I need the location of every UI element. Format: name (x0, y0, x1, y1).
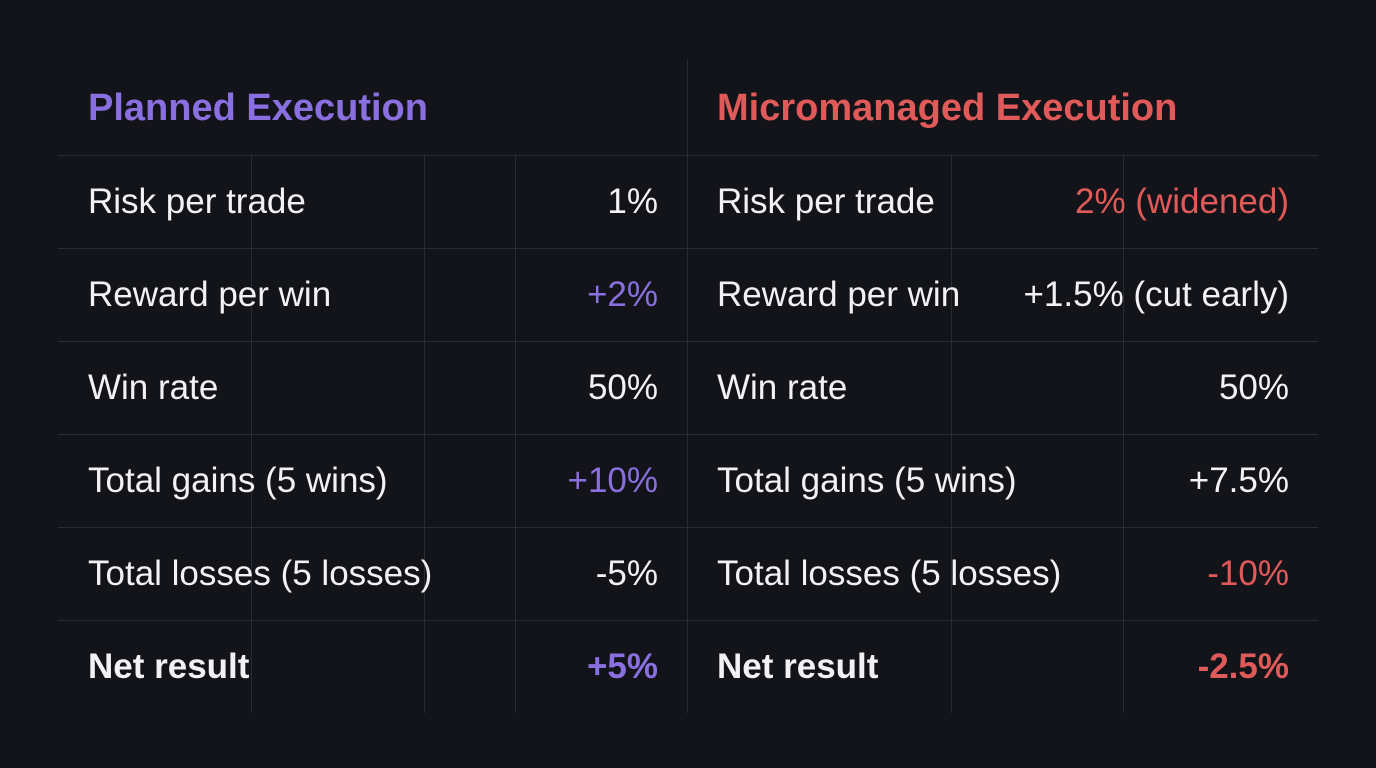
planned-row-label: Risk per trade (88, 181, 306, 221)
micromanaged-title: Micromanaged Execution (717, 87, 1178, 129)
micromanaged-row-value: -10% (1207, 553, 1289, 593)
planned-row: Total losses (5 losses) -5% (88, 527, 658, 620)
column-divider (687, 60, 688, 713)
planned-row-value: 1% (607, 181, 658, 221)
planned-row: Risk per trade 1% (88, 155, 658, 248)
planned-title: Planned Execution (88, 87, 428, 129)
planned-row: Reward per win +2% (88, 248, 658, 341)
micromanaged-row-label: Reward per win (717, 274, 961, 314)
micromanaged-row: Win rate 50% (717, 341, 1289, 434)
planned-row-value: +5% (586, 646, 658, 686)
micromanaged-row-value: +1.5% (cut early) (1023, 274, 1289, 314)
micromanaged-row-label: Risk per trade (717, 181, 935, 221)
planned-row-label: Win rate (88, 367, 219, 407)
planned-row-label: Total losses (5 losses) (88, 553, 433, 593)
micromanaged-row-label: Total gains (5 wins) (717, 460, 1017, 500)
micromanaged-row-label: Win rate (717, 367, 848, 407)
planned-row: Total gains (5 wins) +10% (88, 434, 658, 527)
planned-row-label: Net result (88, 646, 250, 686)
micromanaged-row-label: Net result (717, 646, 879, 686)
micromanaged-row: Risk per trade 2% (widened) (717, 155, 1289, 248)
micromanaged-row-value: 50% (1218, 367, 1289, 407)
micromanaged-row-label: Total losses (5 losses) (717, 553, 1062, 593)
micromanaged-row-value: -2.5% (1197, 646, 1289, 686)
micromanaged-row: Total losses (5 losses) -10% (717, 527, 1289, 620)
micromanaged-row: Reward per win +1.5% (cut early) (717, 248, 1289, 341)
planned-row-value: -5% (595, 553, 658, 593)
planned-row-value: +2% (586, 274, 658, 314)
planned-row-value: 50% (587, 367, 658, 407)
micromanaged-row: Net result -2.5% (717, 620, 1289, 713)
planned-row-label: Total gains (5 wins) (88, 460, 388, 500)
micromanaged-row-value: +7.5% (1188, 460, 1289, 500)
planned-row-value: +10% (567, 460, 659, 500)
planned-row: Win rate 50% (88, 341, 658, 434)
micromanaged-row-value: 2% (widened) (1075, 181, 1289, 221)
planned-row-label: Reward per win (88, 274, 332, 314)
micromanaged-row: Total gains (5 wins) +7.5% (717, 434, 1289, 527)
planned-row: Net result +5% (88, 620, 658, 713)
